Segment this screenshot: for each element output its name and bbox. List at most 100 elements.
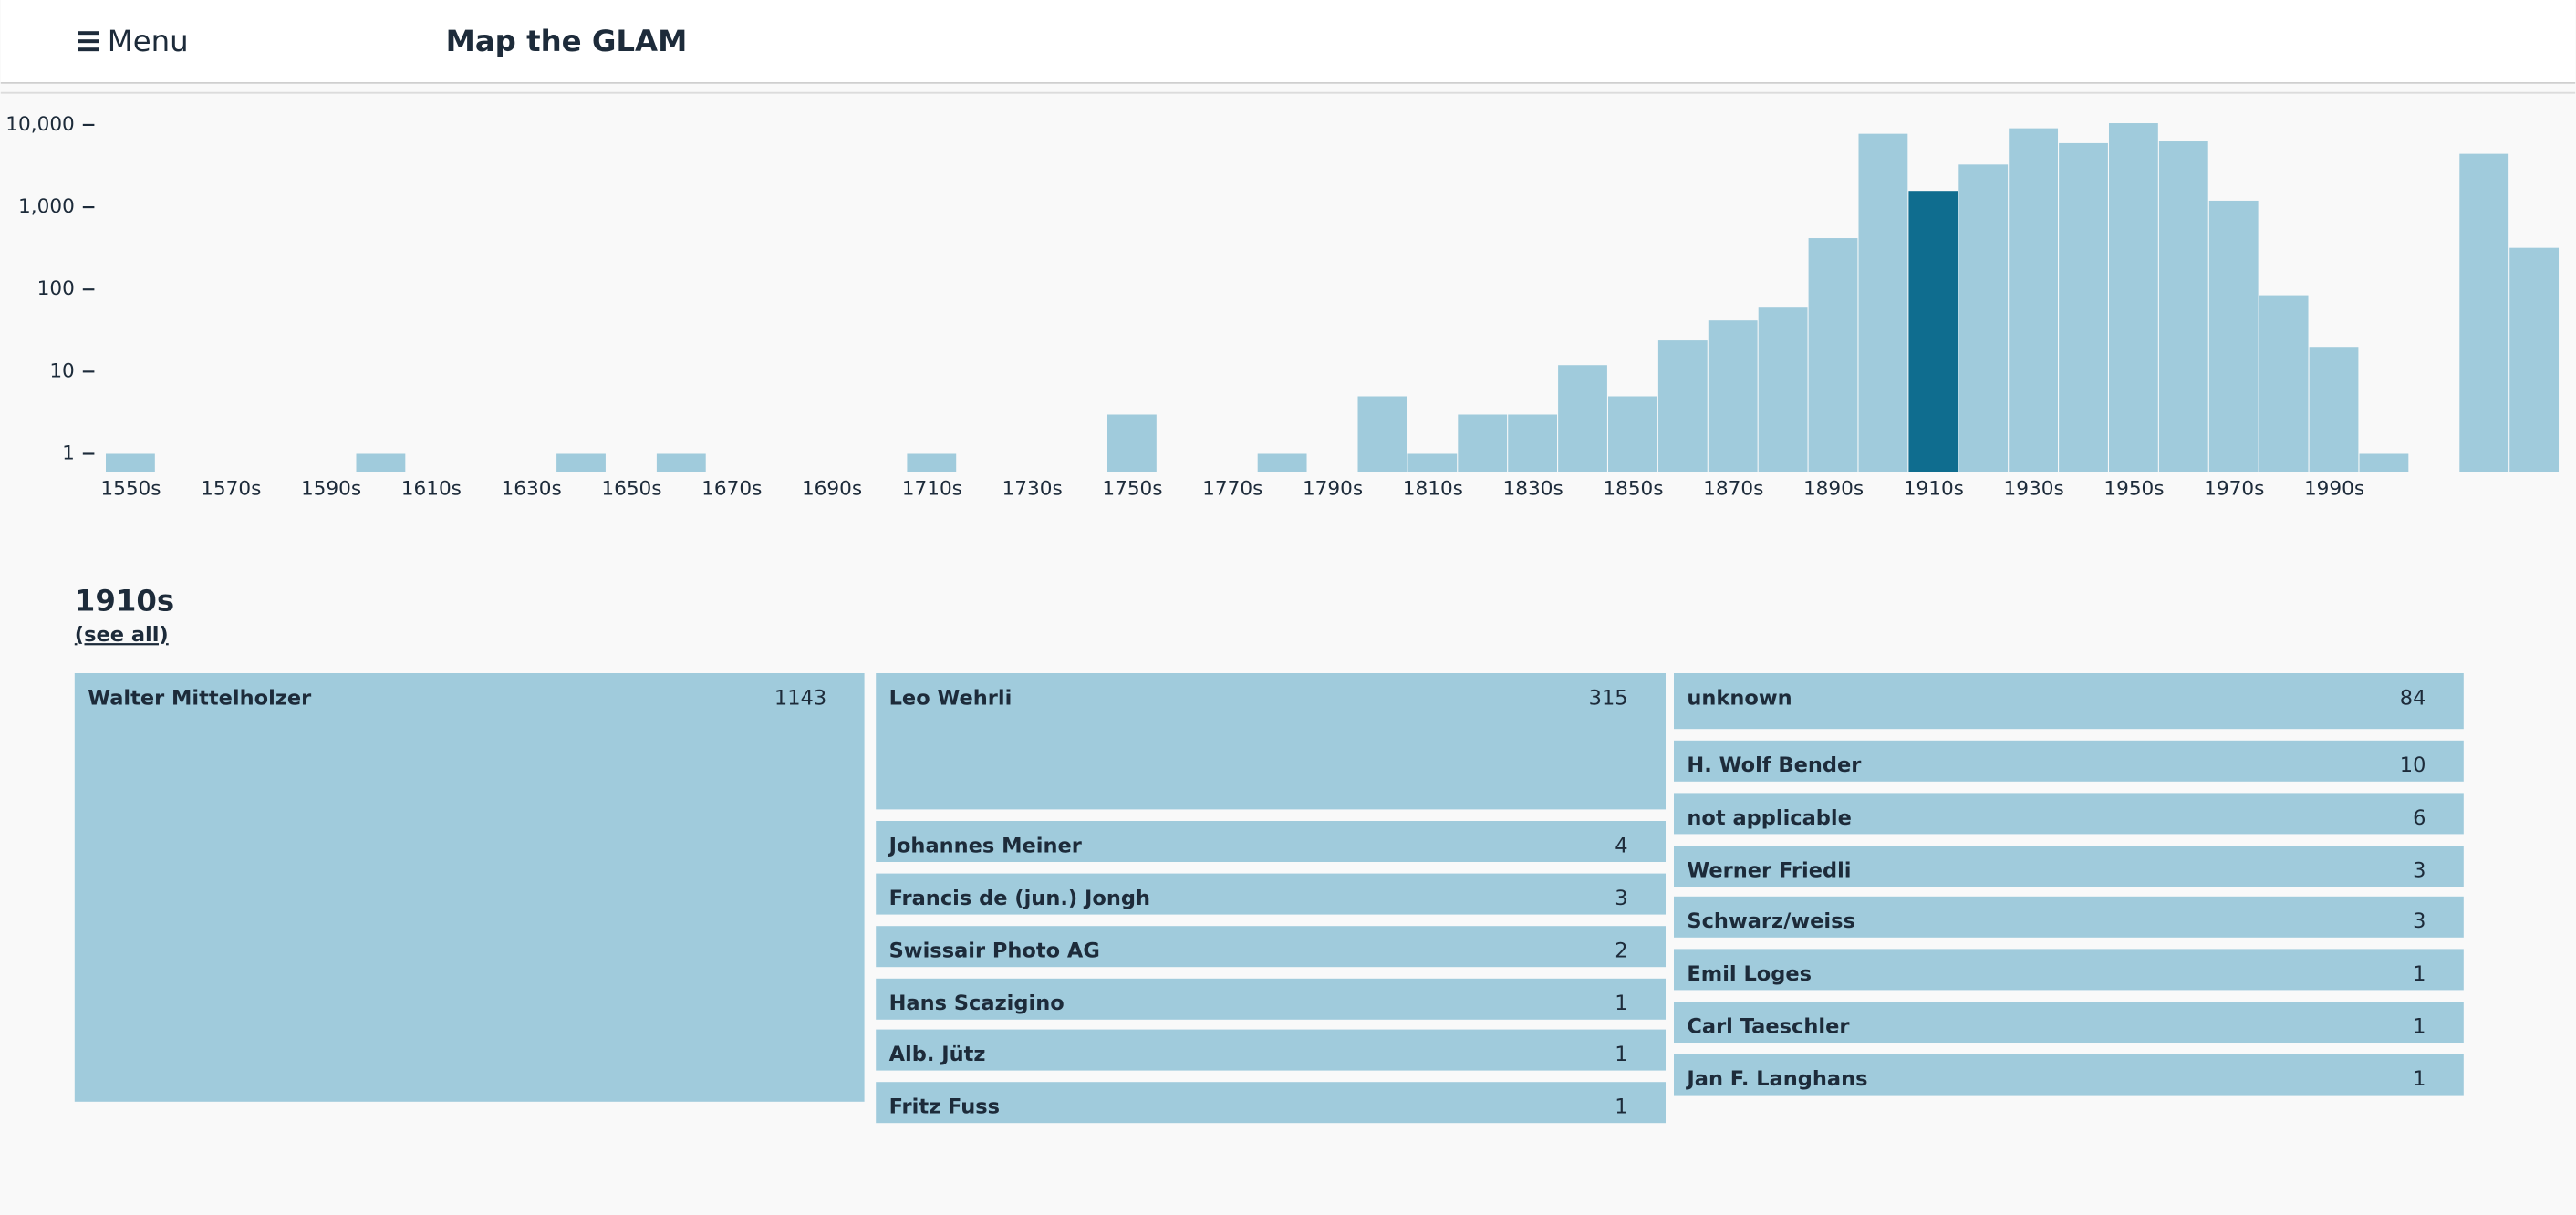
bar[interactable]	[1107, 414, 1157, 472]
item-name: H. Wolf Bender	[1687, 753, 1862, 777]
item-name: not applicable	[1687, 806, 1851, 830]
y-tick-label: 10,000	[5, 113, 75, 136]
item-count: 2	[1615, 940, 1627, 963]
item-box[interactable]	[876, 1029, 1666, 1071]
x-tick-label: 1990s	[2304, 477, 2364, 500]
item-count: 1	[2413, 962, 2425, 986]
item-count: 84	[2400, 686, 2426, 710]
bar[interactable]	[106, 453, 155, 472]
item-box[interactable]	[876, 873, 1666, 915]
item-box[interactable]	[1674, 1002, 2464, 1043]
bar[interactable]	[907, 453, 957, 472]
y-tick-label: 1,000	[18, 195, 75, 218]
item-count: 3	[1615, 887, 1627, 910]
item-name: Alb. Jütz	[889, 1043, 986, 1066]
item-name: Jan F. Langhans	[1685, 1067, 1867, 1091]
x-tick-label: 1810s	[1403, 477, 1463, 500]
bar[interactable]	[1958, 164, 2009, 472]
item-box[interactable]	[1674, 846, 2464, 887]
bar[interactable]	[1458, 414, 1508, 472]
item-box[interactable]	[1674, 1054, 2464, 1096]
item-count: 4	[1615, 834, 1627, 857]
x-tick-label: 1830s	[1503, 477, 1563, 500]
item-count: 1	[2413, 1014, 2425, 1038]
item-name: Francis de (jun.) Jongh	[889, 887, 1150, 910]
item-count: 1	[1615, 992, 1627, 1015]
bar[interactable]	[1558, 365, 1607, 472]
menu-icon	[78, 39, 99, 44]
x-tick-label: 1610s	[401, 477, 462, 500]
x-tick-label: 1850s	[1603, 477, 1663, 500]
x-tick-label: 1650s	[601, 477, 661, 500]
bar[interactable]	[2208, 200, 2259, 472]
item-name: Swissair Photo AG	[889, 940, 1100, 963]
item-count: 315	[1589, 686, 1628, 710]
bar[interactable]	[2509, 247, 2560, 472]
bar[interactable]	[356, 453, 406, 472]
item-name: Hans Scazigino	[889, 992, 1065, 1015]
item-name: Johannes Meiner	[888, 834, 1083, 857]
item-box[interactable]	[876, 978, 1666, 1020]
bar[interactable]	[1858, 133, 1908, 472]
item-count: 10	[2400, 753, 2426, 777]
bar[interactable]	[1357, 396, 1407, 472]
item-name: Carl Taeschler	[1687, 1014, 1850, 1038]
bar[interactable]	[656, 453, 706, 472]
bar[interactable]	[2459, 153, 2509, 472]
bar[interactable]	[1708, 320, 1758, 472]
x-tick-label: 1970s	[2204, 477, 2264, 500]
item-box[interactable]	[1674, 896, 2464, 938]
bar[interactable]	[2059, 142, 2108, 472]
bar[interactable]	[1407, 453, 1458, 472]
item-box[interactable]	[1674, 949, 2464, 991]
item-box[interactable]	[876, 821, 1666, 862]
item-box[interactable]	[1674, 793, 2464, 835]
see-all-link[interactable]: (see all)	[75, 623, 169, 647]
bar[interactable]	[1758, 307, 1808, 472]
header-bar	[0, 0, 2576, 82]
item-name: Emil Loges	[1687, 962, 1812, 986]
y-tick-label: 10	[49, 359, 74, 382]
item-name: Walter Mittelholzer	[88, 686, 312, 710]
item-box[interactable]	[74, 673, 865, 1102]
bar[interactable]	[1608, 396, 1657, 472]
bar[interactable]	[2259, 295, 2309, 472]
bar[interactable]	[2309, 347, 2359, 472]
menu-button[interactable]: Menu	[78, 24, 189, 58]
item-count: 6	[2413, 806, 2425, 830]
bar[interactable]	[556, 453, 606, 472]
bar[interactable]	[2009, 128, 2059, 472]
x-tick-label: 1930s	[2004, 477, 2064, 500]
bar[interactable]	[1908, 191, 1958, 472]
bar[interactable]	[2158, 141, 2208, 472]
item-count: 1	[1615, 1096, 1627, 1119]
y-tick-label: 1	[62, 442, 75, 465]
x-tick-label: 1550s	[100, 477, 161, 500]
item-name: Werner Friedli	[1687, 858, 1851, 882]
bar[interactable]	[1657, 340, 1708, 472]
x-tick-label: 1570s	[201, 477, 261, 500]
item-box[interactable]	[876, 673, 1666, 810]
x-tick-label: 1770s	[1202, 477, 1262, 500]
item-count: 1	[2413, 1067, 2425, 1091]
item-box[interactable]	[1674, 673, 2464, 730]
item-count: 1	[1615, 1043, 1627, 1066]
x-tick-label: 1750s	[1102, 477, 1162, 500]
item-name: Schwarz/weiss	[1687, 909, 1854, 933]
item-box[interactable]	[876, 926, 1666, 968]
bar[interactable]	[1257, 453, 1307, 472]
x-tick-label: 1630s	[502, 477, 562, 500]
item-box[interactable]	[876, 1082, 1666, 1124]
item-box[interactable]	[1674, 740, 2464, 782]
x-tick-label: 1870s	[1703, 477, 1763, 500]
bar[interactable]	[2359, 453, 2409, 472]
item-name: Fritz Fuss	[889, 1096, 1000, 1119]
bar[interactable]	[1508, 414, 1558, 472]
site-title[interactable]: Map the GLAM	[446, 24, 688, 58]
item-count: 3	[2413, 858, 2425, 882]
x-tick-label: 1690s	[802, 477, 862, 500]
bar[interactable]	[2109, 123, 2158, 472]
x-tick-label: 1730s	[1002, 477, 1063, 500]
bar[interactable]	[1808, 238, 1858, 472]
